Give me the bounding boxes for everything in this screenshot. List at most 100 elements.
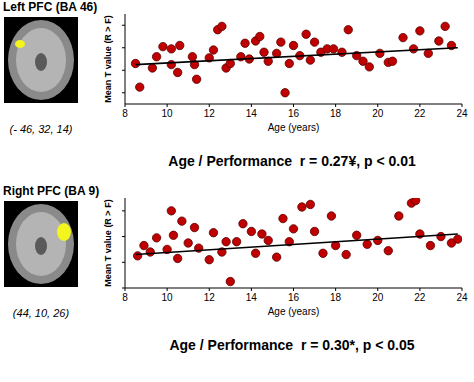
point	[184, 239, 192, 247]
annotation: Age / Performance r = 0.30*, p < 0.05	[169, 337, 414, 353]
point	[426, 241, 434, 249]
x-axis-label: Age (years)	[268, 122, 320, 133]
brain-outline	[8, 204, 74, 284]
x-tick-label: 24	[456, 292, 468, 303]
x-tick-label: 18	[330, 292, 342, 303]
trend-line	[136, 234, 458, 255]
y-tick	[122, 92, 125, 93]
x-tick	[335, 104, 336, 107]
x-tick-label: 20	[372, 108, 384, 119]
x-tick-label: 22	[414, 292, 426, 303]
point	[374, 236, 382, 244]
point	[167, 45, 175, 53]
point	[205, 256, 213, 264]
point	[281, 89, 289, 97]
point	[388, 57, 396, 65]
point	[310, 227, 318, 235]
point	[310, 38, 318, 46]
point	[279, 214, 287, 222]
point	[241, 39, 249, 47]
point	[411, 198, 419, 205]
point	[338, 48, 346, 56]
point	[222, 238, 230, 246]
panel-title: Right PFC (BA 9)	[3, 184, 99, 198]
point	[285, 59, 293, 67]
x-tick-label: 16	[288, 108, 300, 119]
point	[173, 68, 181, 76]
point	[148, 64, 156, 72]
point	[167, 60, 175, 68]
y-axis-label: Mean T value (R > F)	[103, 199, 113, 286]
point	[190, 223, 198, 231]
activation-blob	[15, 40, 25, 48]
point	[352, 231, 360, 239]
x-tick	[462, 104, 463, 107]
y-tick	[122, 262, 125, 263]
x-tick-label: 14	[246, 108, 258, 119]
point	[226, 277, 234, 285]
point	[247, 227, 255, 235]
point	[365, 63, 373, 71]
x-tick	[293, 288, 294, 291]
point	[159, 42, 167, 50]
x-tick	[167, 104, 168, 107]
coordinates: (- 46, 32, 14)	[10, 123, 73, 135]
x-tick-label: 8	[122, 292, 128, 303]
point	[131, 59, 139, 67]
x-tick-label: 24	[456, 108, 468, 119]
x-tick	[251, 288, 252, 291]
brain-tissue	[16, 212, 66, 276]
point	[424, 49, 432, 57]
y-axis-label: Mean T value (R > F)	[103, 15, 113, 102]
trend-line	[136, 48, 458, 65]
point	[146, 248, 154, 256]
point	[272, 253, 280, 261]
point	[152, 53, 160, 61]
point	[173, 254, 181, 262]
point	[260, 48, 268, 56]
ventricle	[35, 53, 47, 71]
point	[152, 234, 160, 242]
point	[218, 22, 226, 30]
point	[251, 249, 259, 257]
point	[306, 56, 314, 64]
y-tick	[122, 288, 125, 289]
y-tick	[122, 210, 125, 211]
plot-data	[131, 22, 457, 97]
coordinates: (44, 10, 26)	[13, 307, 70, 319]
point	[409, 45, 417, 53]
activation-blob	[57, 223, 71, 241]
x-tick	[377, 288, 378, 291]
x-tick-label: 10	[162, 292, 174, 303]
image-background	[4, 17, 78, 103]
point	[289, 41, 297, 49]
point	[176, 41, 184, 49]
y-axis	[125, 14, 126, 104]
x-tick-label: 14	[246, 292, 258, 303]
x-tick	[251, 104, 252, 107]
ventricle	[35, 237, 47, 255]
x-tick-label: 10	[162, 108, 174, 119]
point	[435, 37, 443, 45]
brain-tissue	[16, 28, 66, 92]
y-tick	[122, 25, 125, 26]
x-tick-label: 16	[288, 292, 300, 303]
point	[384, 247, 392, 255]
point	[342, 250, 350, 258]
panel-title: Left PFC (BA 46)	[3, 0, 97, 14]
point	[329, 45, 337, 53]
point	[363, 240, 371, 248]
x-tick-label: 20	[372, 292, 384, 303]
figure: Left PFC (BA 46)(- 46, 32, 14)8101214161…	[0, 0, 474, 382]
point	[441, 22, 449, 30]
y-tick	[122, 47, 125, 48]
annotation: Age / Performance r = 0.27¥, p < 0.01	[168, 153, 416, 169]
x-tick	[167, 288, 168, 291]
x-tick-label: 18	[330, 108, 342, 119]
point	[376, 49, 384, 57]
point	[319, 249, 327, 257]
brain-outline	[8, 20, 74, 100]
y-tick	[122, 70, 125, 71]
point	[399, 33, 407, 41]
x-tick	[293, 104, 294, 107]
